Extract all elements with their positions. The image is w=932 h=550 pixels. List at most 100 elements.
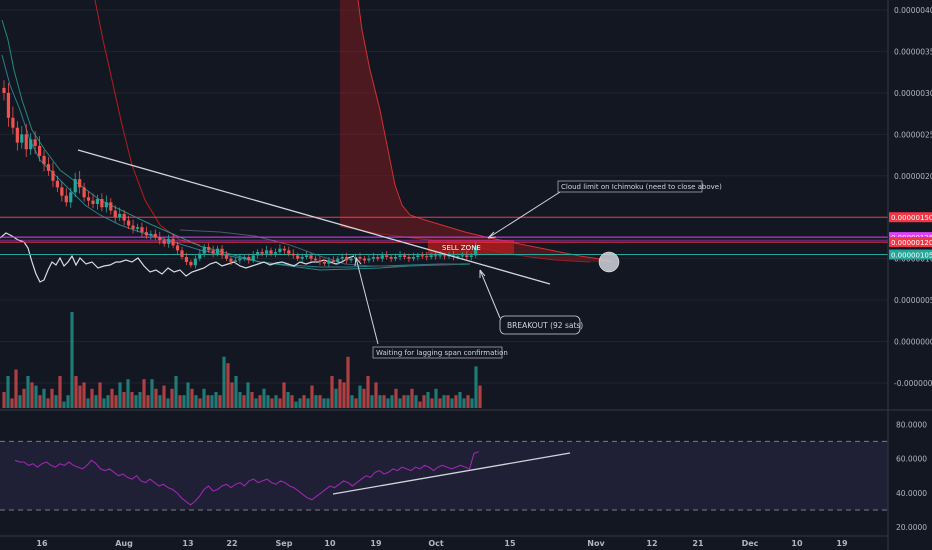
volume-bar bbox=[370, 395, 374, 408]
candle-body bbox=[300, 257, 304, 259]
candle-body bbox=[318, 260, 322, 262]
volume-bar bbox=[22, 388, 26, 408]
volume-bar bbox=[6, 376, 10, 408]
volume-bar bbox=[342, 382, 346, 408]
volume-bar bbox=[34, 385, 38, 408]
volume-bar bbox=[102, 398, 106, 408]
volume-bar bbox=[122, 392, 126, 408]
candle-body bbox=[153, 233, 157, 238]
volume-bar bbox=[282, 382, 286, 408]
volume-bar bbox=[358, 385, 362, 408]
time-tick-label: 19 bbox=[370, 539, 382, 548]
volume-bar bbox=[170, 388, 174, 408]
rsi-series-line bbox=[14, 451, 479, 506]
candle-body bbox=[171, 238, 175, 246]
volume-bar bbox=[430, 398, 434, 408]
candle-body bbox=[184, 257, 189, 262]
volume-bar bbox=[270, 398, 274, 408]
candle-body bbox=[425, 256, 429, 258]
candle-body bbox=[78, 179, 82, 188]
rsi-panel bbox=[0, 440, 888, 511]
volume-bar bbox=[338, 379, 342, 408]
volume-bar bbox=[274, 395, 278, 408]
volume-bar bbox=[42, 388, 46, 408]
candle-body bbox=[11, 117, 15, 128]
volume-bar bbox=[150, 379, 154, 408]
candle-body bbox=[118, 213, 122, 218]
volume-bar bbox=[458, 392, 462, 408]
candle-body bbox=[64, 195, 68, 203]
candle-body bbox=[296, 255, 300, 259]
volume-bar bbox=[246, 382, 250, 408]
price-axis[interactable] bbox=[887, 0, 932, 550]
volume-bar bbox=[110, 388, 114, 408]
volume-bar bbox=[262, 388, 266, 408]
volume-bar bbox=[78, 385, 82, 408]
volume-bar bbox=[366, 376, 370, 408]
volume-bar bbox=[302, 395, 306, 408]
candle-body bbox=[224, 255, 229, 259]
time-tick-label: 19 bbox=[836, 539, 848, 548]
candle-body bbox=[33, 139, 37, 146]
candle-body bbox=[305, 255, 309, 258]
rsi-line bbox=[14, 451, 479, 506]
candle-body bbox=[24, 134, 28, 150]
time-tick-label: Oct bbox=[428, 539, 444, 548]
annotations: Cloud limit on Ichimoku (need to close a… bbox=[372, 180, 722, 359]
candle-body bbox=[282, 248, 286, 251]
price-tick-label: 0.00000250 bbox=[894, 130, 932, 139]
candle-body bbox=[362, 258, 367, 261]
rsi-tick-label: 60.0000 bbox=[896, 455, 927, 464]
volume-bar bbox=[142, 379, 146, 408]
candle-body bbox=[140, 227, 144, 233]
volume-bar bbox=[14, 369, 18, 408]
volume-bar bbox=[146, 395, 150, 408]
volume-bar bbox=[422, 395, 426, 408]
candle-body bbox=[189, 261, 193, 266]
volume-bar bbox=[74, 376, 78, 408]
candle-body bbox=[73, 179, 77, 193]
volume-bar bbox=[138, 392, 142, 408]
rsi-trendline bbox=[332, 452, 571, 495]
price-tick-label: 0.00000400 bbox=[894, 6, 932, 15]
volume-bar bbox=[386, 398, 390, 408]
time-tick-label: Sep bbox=[276, 539, 293, 548]
volume-bar bbox=[206, 395, 210, 408]
volume-bar bbox=[346, 356, 350, 408]
volume-bar bbox=[198, 398, 202, 408]
candle-body bbox=[394, 257, 398, 259]
volume-bar bbox=[130, 392, 134, 408]
candle-body bbox=[465, 255, 469, 258]
candle-body bbox=[131, 225, 135, 229]
candle-body bbox=[389, 257, 393, 259]
volume-bar bbox=[350, 395, 354, 408]
volume-bar bbox=[406, 395, 410, 408]
candle-body bbox=[353, 257, 358, 259]
volume-bar bbox=[174, 376, 178, 408]
candle-body bbox=[46, 164, 51, 171]
time-tick-label: 13 bbox=[182, 539, 193, 548]
volume-bar bbox=[190, 388, 194, 408]
candle-body bbox=[460, 255, 464, 257]
volume-bar bbox=[62, 401, 66, 408]
volume-bar bbox=[242, 395, 246, 408]
price-tick-label: 0.00000350 bbox=[894, 47, 932, 56]
volume-bar bbox=[18, 395, 22, 408]
candle-body bbox=[202, 247, 206, 254]
volume-bar bbox=[50, 388, 54, 408]
time-axis[interactable] bbox=[0, 409, 932, 537]
candle-body bbox=[442, 255, 447, 257]
volume-bar bbox=[474, 366, 478, 408]
volume-bar bbox=[414, 395, 418, 408]
candle-body bbox=[55, 180, 59, 188]
volume-bar bbox=[66, 395, 70, 408]
candle-body bbox=[82, 187, 86, 198]
candle-body bbox=[456, 256, 460, 258]
volume-bar bbox=[202, 388, 206, 408]
price-tick-label: 0.00000050 bbox=[894, 296, 932, 305]
candle-body bbox=[313, 258, 318, 261]
volume-bar bbox=[234, 376, 238, 408]
volume-bar bbox=[322, 398, 326, 408]
